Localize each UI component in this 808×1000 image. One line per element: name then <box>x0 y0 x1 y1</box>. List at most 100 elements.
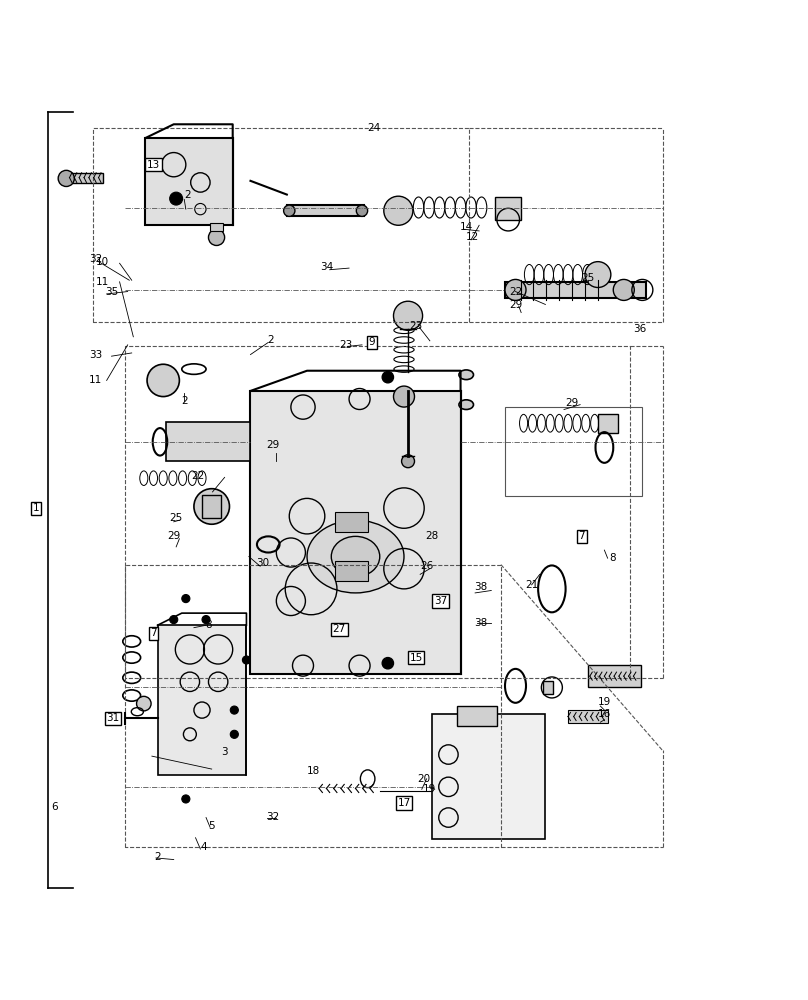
Circle shape <box>202 616 210 624</box>
Text: 38: 38 <box>474 618 487 628</box>
Bar <box>145 138 233 225</box>
Circle shape <box>170 616 178 624</box>
Bar <box>158 625 246 775</box>
Text: 11: 11 <box>89 375 102 385</box>
Text: 2: 2 <box>181 396 187 406</box>
Circle shape <box>194 489 229 524</box>
Text: 25: 25 <box>582 273 595 283</box>
Circle shape <box>58 170 74 186</box>
Text: 30: 30 <box>256 558 269 568</box>
Text: 7: 7 <box>150 628 157 638</box>
Text: 8: 8 <box>609 553 616 563</box>
Text: 19: 19 <box>423 784 436 794</box>
Text: 12: 12 <box>466 232 479 242</box>
Text: 32: 32 <box>267 812 280 822</box>
Text: 27: 27 <box>333 624 346 634</box>
Text: 32: 32 <box>89 254 102 264</box>
Text: 17: 17 <box>398 798 410 808</box>
Text: 37: 37 <box>434 596 447 606</box>
Text: 22: 22 <box>509 287 522 297</box>
Ellipse shape <box>459 370 473 380</box>
Circle shape <box>182 795 190 803</box>
Bar <box>210 223 223 231</box>
Text: 13: 13 <box>147 160 160 170</box>
Text: 28: 28 <box>426 531 439 541</box>
Text: 29: 29 <box>267 440 280 450</box>
Circle shape <box>613 279 634 300</box>
Text: 18: 18 <box>307 766 320 776</box>
Text: 33: 33 <box>89 350 102 360</box>
Bar <box>202 495 221 518</box>
Text: 36: 36 <box>633 324 646 334</box>
Text: 20: 20 <box>418 774 431 784</box>
Circle shape <box>230 730 238 738</box>
Bar <box>568 710 608 723</box>
Bar <box>250 391 461 674</box>
Bar <box>432 714 545 839</box>
Text: 10: 10 <box>96 257 109 267</box>
Bar <box>66 173 103 183</box>
Text: 21: 21 <box>525 580 538 590</box>
Text: 23: 23 <box>339 340 352 350</box>
Text: 24: 24 <box>368 123 381 133</box>
Circle shape <box>356 205 368 216</box>
Text: 29: 29 <box>509 300 522 310</box>
Text: 19: 19 <box>598 697 611 707</box>
Text: 31: 31 <box>107 713 120 723</box>
Bar <box>598 414 618 433</box>
Circle shape <box>382 372 393 383</box>
Bar <box>505 407 642 496</box>
Text: 23: 23 <box>410 321 423 331</box>
Bar <box>335 512 368 532</box>
Bar <box>335 561 368 581</box>
Circle shape <box>147 364 179 397</box>
Text: 26: 26 <box>420 561 433 571</box>
Text: 34: 34 <box>321 262 334 272</box>
Text: 22: 22 <box>191 471 204 481</box>
Ellipse shape <box>307 520 404 593</box>
Text: 11: 11 <box>96 277 109 287</box>
Text: 7: 7 <box>579 531 585 541</box>
Text: 35: 35 <box>105 287 118 297</box>
Circle shape <box>284 205 295 216</box>
Text: 25: 25 <box>170 513 183 523</box>
Text: 6: 6 <box>52 802 58 812</box>
Text: 9: 9 <box>368 337 375 347</box>
Text: 2: 2 <box>184 190 191 200</box>
Bar <box>505 282 646 298</box>
Bar <box>543 681 553 694</box>
Text: 2: 2 <box>267 335 274 345</box>
Text: 4: 4 <box>200 842 207 852</box>
Circle shape <box>182 595 190 603</box>
Text: 2: 2 <box>154 852 161 862</box>
Circle shape <box>230 706 238 714</box>
Text: 38: 38 <box>474 582 487 592</box>
Ellipse shape <box>459 400 473 410</box>
Text: 29: 29 <box>566 398 579 408</box>
Circle shape <box>242 656 250 664</box>
Circle shape <box>393 301 423 330</box>
Circle shape <box>170 192 183 205</box>
Bar <box>588 665 641 687</box>
Circle shape <box>384 196 413 225</box>
Text: 15: 15 <box>410 653 423 663</box>
Text: 8: 8 <box>205 620 212 630</box>
Text: 16: 16 <box>598 709 611 719</box>
Text: 5: 5 <box>208 821 215 831</box>
Bar <box>457 706 497 726</box>
Circle shape <box>585 262 611 287</box>
Bar <box>495 197 521 220</box>
Text: 1: 1 <box>33 503 40 513</box>
Circle shape <box>208 229 225 245</box>
Bar <box>287 205 364 216</box>
Circle shape <box>505 279 526 300</box>
Text: 29: 29 <box>167 531 180 541</box>
Circle shape <box>393 386 415 407</box>
Circle shape <box>382 658 393 669</box>
Text: 14: 14 <box>460 222 473 232</box>
Text: 3: 3 <box>221 747 228 757</box>
Circle shape <box>137 696 151 711</box>
Bar <box>166 422 250 461</box>
Circle shape <box>402 455 415 468</box>
Ellipse shape <box>331 536 380 577</box>
